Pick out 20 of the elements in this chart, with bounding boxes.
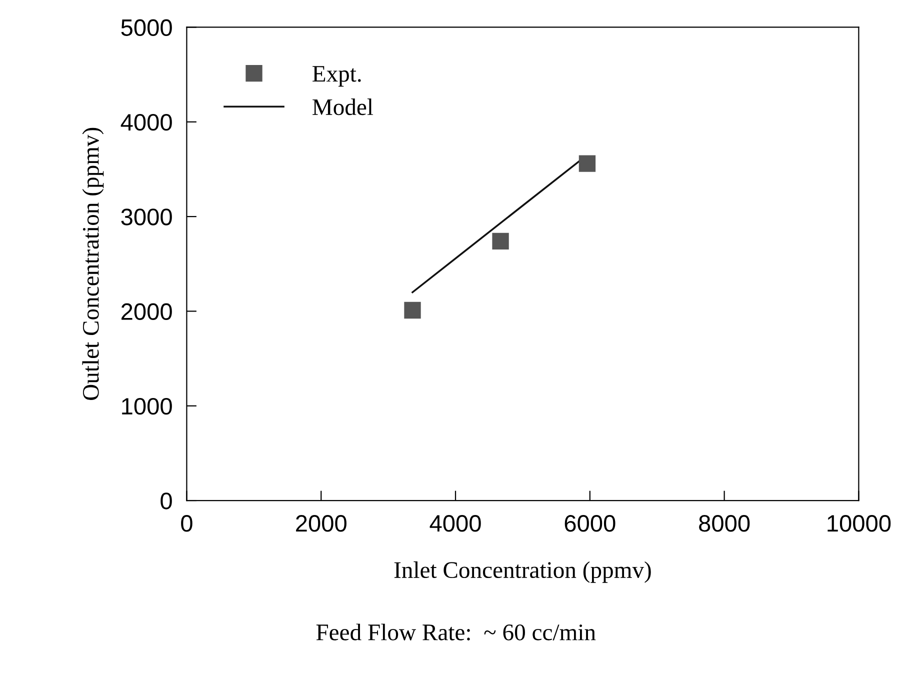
x-tick-label: 4000	[430, 515, 481, 532]
legend-label: Model	[312, 98, 374, 116]
y-tick-label: 2000	[121, 303, 172, 320]
x-tick-label: 8000	[699, 515, 750, 532]
point	[578, 155, 596, 172]
y-tick-label: 4000	[120, 114, 172, 131]
y-axis-title: Outlet Concentration (ppmv)	[82, 128, 104, 400]
text: Feed Flow Rate: ~ 60 cc/min	[316, 624, 596, 640]
x-tick-label: 6000	[564, 515, 616, 532]
y-tick-label: 3000	[121, 208, 172, 226]
legend-label: Expt.	[312, 66, 361, 87]
y-tick-label: 0	[160, 492, 172, 510]
x-tick-label: 0	[181, 515, 192, 532]
y-tick-label: 5000	[121, 19, 172, 36]
point	[492, 232, 509, 250]
x-axis-title: Inlet Concentration (ppmv)	[394, 561, 651, 583]
x-tick-label: 10000	[828, 515, 891, 532]
x-tick-label: 2000	[296, 515, 346, 532]
point	[404, 302, 421, 319]
y-tick-label: 1000	[122, 398, 172, 415]
